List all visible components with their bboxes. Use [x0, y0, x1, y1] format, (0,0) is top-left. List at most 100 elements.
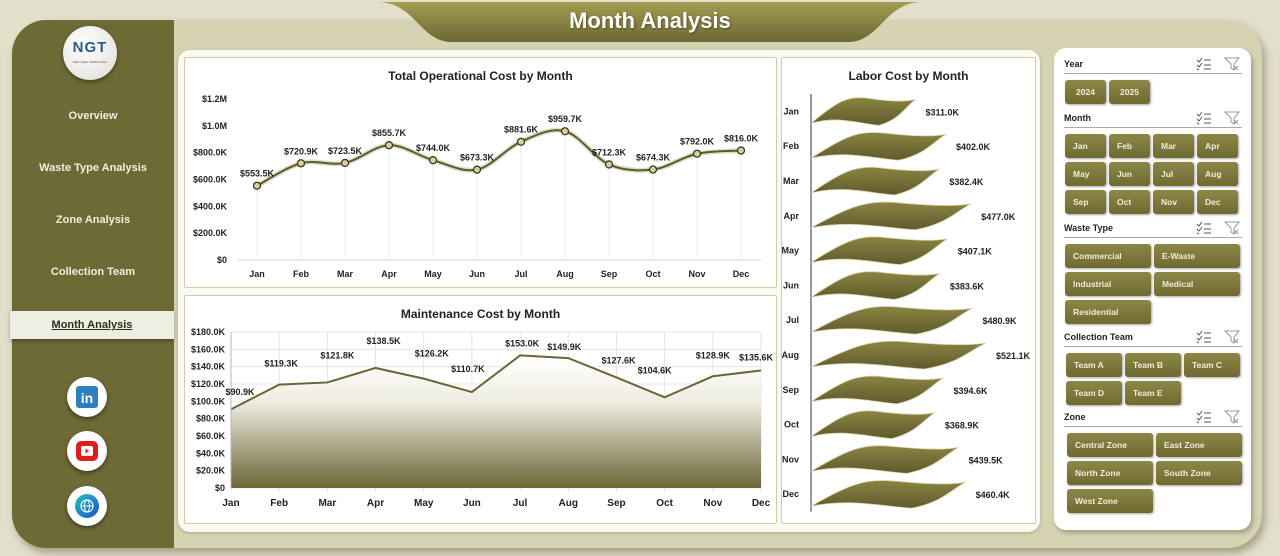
waste-industrial-button[interactable]: Industrial: [1065, 272, 1151, 296]
x-tick-label: Mar: [318, 498, 336, 509]
data-label: $720.9K: [284, 146, 319, 156]
month-nov-button[interactable]: Nov: [1153, 190, 1194, 214]
y-tick-label: Jun: [783, 280, 799, 290]
data-label: $855.7K: [372, 128, 407, 138]
globe-icon: [75, 494, 99, 518]
x-tick-label: Apr: [367, 498, 384, 509]
team-b-button[interactable]: Team B: [1125, 353, 1181, 377]
year-2024-button[interactable]: 2024: [1065, 80, 1106, 104]
data-label: $90.9K: [225, 387, 255, 397]
month-jun-button[interactable]: Jun: [1109, 162, 1150, 186]
team-d-button[interactable]: Team D: [1066, 381, 1122, 405]
page-title: Month Analysis: [569, 8, 731, 33]
waste-residential-button[interactable]: Residential: [1065, 300, 1151, 324]
month-dec-button[interactable]: Dec: [1197, 190, 1238, 214]
zone-south-button[interactable]: South Zone: [1156, 461, 1242, 485]
operational-line-chart: $0 $200.0K $400.0K $600.0K $800.0K $1.0M $1.2M…: [193, 94, 761, 279]
data-label: $553.5K: [240, 169, 275, 179]
zone-west-button[interactable]: West Zone: [1067, 489, 1153, 513]
data-label: $128.9K: [696, 350, 731, 360]
data-label: $127.6K: [601, 355, 636, 365]
data-label: $439.5K: [969, 455, 1004, 465]
data-label: $110.7K: [451, 364, 485, 374]
year-2025-button[interactable]: 2025: [1109, 80, 1150, 104]
multi-select-icon[interactable]: [1196, 330, 1212, 344]
data-point: [252, 181, 262, 190]
team-c-button[interactable]: Team C: [1184, 353, 1240, 377]
zone-slicer-header: Zone: [1064, 409, 1242, 427]
labor-bar: [810, 340, 987, 370]
data-point: [516, 137, 526, 146]
data-label: $881.6K: [504, 125, 539, 135]
y-tick-label: $100.0K: [191, 396, 226, 406]
month-oct-button[interactable]: Oct: [1109, 190, 1150, 214]
multi-select-icon[interactable]: [1196, 111, 1212, 125]
zone-north-button[interactable]: North Zone: [1067, 461, 1153, 485]
logo-text: NGT: [72, 39, 108, 56]
month-apr-button[interactable]: Apr: [1197, 134, 1238, 158]
waste-medical-button[interactable]: Medical: [1154, 272, 1240, 296]
y-tick-label: $800.0K: [193, 148, 228, 158]
zone-central-button[interactable]: Central Zone: [1067, 433, 1153, 457]
sidebar-item-collection-team[interactable]: Collection Team: [50, 266, 136, 278]
x-tick-label: Jul: [513, 498, 528, 509]
labor-bar: [810, 201, 972, 231]
clear-filter-icon[interactable]: [1224, 410, 1240, 424]
data-point: [384, 141, 394, 150]
month-jul-button[interactable]: Jul: [1153, 162, 1194, 186]
data-label: $311.0K: [925, 107, 959, 117]
waste-commercial-button[interactable]: Commercial: [1065, 244, 1151, 268]
x-tick-label: Nov: [688, 269, 705, 279]
clear-filter-icon[interactable]: [1224, 221, 1240, 235]
y-tick-label: $1.2M: [202, 94, 227, 104]
data-label: $521.1K: [996, 351, 1031, 361]
youtube-button[interactable]: [67, 431, 107, 471]
multi-select-icon[interactable]: [1196, 221, 1212, 235]
y-tick-label: Dec: [782, 489, 799, 499]
x-tick-label: Jun: [463, 498, 481, 509]
x-tick-label: Nov: [703, 498, 722, 509]
sidebar-item-overview[interactable]: Overview: [68, 110, 118, 122]
page-title-tab: Month Analysis: [380, 0, 920, 44]
labor-bar: [810, 375, 944, 405]
sidebar-item-zone-analysis[interactable]: Zone Analysis: [55, 214, 131, 226]
waste-type-slicer-label: Waste Type: [1064, 223, 1114, 233]
website-button[interactable]: [67, 486, 107, 526]
x-tick-label: Jan: [222, 498, 239, 509]
clear-filter-icon[interactable]: [1224, 330, 1240, 344]
month-mar-button[interactable]: Mar: [1153, 134, 1194, 158]
clear-filter-icon[interactable]: [1224, 111, 1240, 125]
data-label: $368.9K: [945, 421, 980, 431]
month-aug-button[interactable]: Aug: [1197, 162, 1238, 186]
chart-title: Labor Cost by Month: [848, 69, 969, 83]
data-point: [340, 158, 350, 168]
x-tick-label: Aug: [559, 498, 578, 509]
y-tick-label: Sep: [782, 385, 799, 395]
data-label: $383.6K: [950, 281, 985, 291]
x-tick-label: Oct: [656, 498, 673, 509]
multi-select-icon[interactable]: [1196, 57, 1212, 71]
clear-filter-icon[interactable]: [1224, 57, 1240, 71]
x-tick-label: Dec: [752, 498, 771, 509]
zone-east-button[interactable]: East Zone: [1156, 433, 1242, 457]
month-may-button[interactable]: May: [1065, 162, 1106, 186]
zone-slicer-label: Zone: [1064, 412, 1086, 422]
labor-bar: [810, 271, 941, 300]
data-label: $712.3K: [592, 147, 627, 157]
x-tick-label: Aug: [556, 269, 574, 279]
sidebar-item-month-analysis[interactable]: Month Analysis: [10, 311, 174, 339]
labor-bar: [810, 445, 959, 474]
data-label: $126.2K: [415, 349, 450, 359]
month-jan-button[interactable]: Jan: [1065, 134, 1106, 158]
team-e-button[interactable]: Team E: [1125, 381, 1181, 405]
sidebar-item-waste-type-analysis[interactable]: Waste Type Analysis: [39, 162, 147, 174]
waste-ewaste-button[interactable]: E-Waste: [1154, 244, 1240, 268]
multi-select-icon[interactable]: [1196, 410, 1212, 424]
data-label: $674.3K: [636, 153, 671, 163]
month-feb-button[interactable]: Feb: [1109, 134, 1150, 158]
team-a-button[interactable]: Team A: [1066, 353, 1122, 377]
linkedin-button[interactable]: in: [67, 377, 107, 417]
x-tick-label: Sep: [607, 498, 625, 509]
month-sep-button[interactable]: Sep: [1065, 190, 1106, 214]
y-tick-label: Apr: [784, 211, 800, 221]
